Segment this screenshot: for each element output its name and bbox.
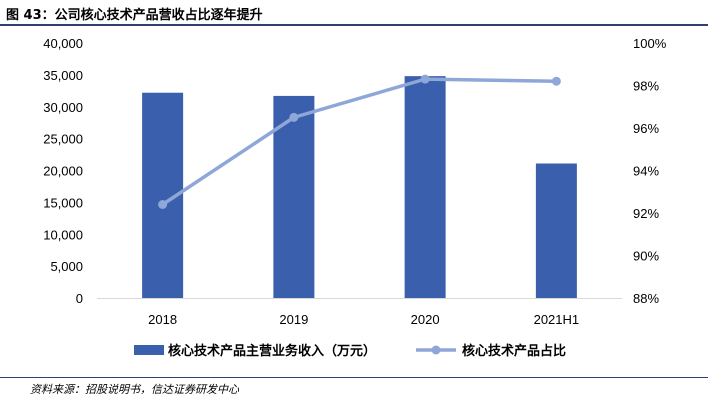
share-point-2020 — [420, 74, 430, 84]
bar-series — [142, 76, 577, 299]
share-point-2019 — [289, 112, 299, 122]
right-tick-label: 88% — [633, 291, 659, 306]
bar-2020 — [404, 76, 446, 299]
x-tick-label: 2020 — [411, 312, 440, 327]
legend-line-label: 核心技术产品占比 — [462, 343, 566, 359]
legend-line-marker — [431, 345, 441, 355]
left-tick-label: 40,000 — [43, 36, 83, 51]
bar-2021H1 — [535, 163, 577, 298]
chart-title: 图 43：公司核心技术产品营收占比逐年提升 — [6, 8, 263, 23]
legend-bar-label: 核心技术产品主营业务收入（万元） — [168, 343, 376, 359]
share-point-2018 — [158, 200, 168, 209]
x-tick-label: 2021H1 — [534, 312, 580, 327]
right-tick-label: 100% — [633, 36, 667, 51]
source-note: 资料来源：招股说明书，信达证券研发中心 — [30, 383, 239, 396]
left-axis-ticks: 0 5,000 10,000 15,000 20,000 25,000 30,000 35,0… — [43, 36, 83, 306]
left-tick-label: 30,000 — [43, 100, 83, 115]
left-tick-label: 35,000 — [43, 68, 83, 83]
top-rule — [0, 24, 708, 26]
right-tick-label: 96% — [633, 121, 659, 136]
line-series — [158, 74, 561, 209]
chart-canvas: 0 5,000 10,000 15,000 20,000 25,000 30,000 35,0… — [43, 36, 667, 359]
left-tick-label: 10,000 — [43, 227, 83, 242]
legend: 核心技术产品主营业务收入（万元） 核心技术产品占比 — [134, 343, 566, 359]
bottom-rule — [0, 377, 708, 378]
right-tick-label: 98% — [633, 79, 659, 94]
right-tick-label: 94% — [633, 164, 659, 179]
left-tick-label: 5,000 — [50, 259, 83, 274]
x-tick-label: 2018 — [148, 312, 177, 327]
x-tick-label: 2019 — [279, 312, 308, 327]
share-line — [161, 77, 557, 206]
right-tick-label: 92% — [633, 206, 659, 221]
left-tick-label: 15,000 — [43, 195, 83, 210]
right-tick-label: 90% — [633, 249, 659, 264]
legend-bar-swatch — [134, 345, 164, 355]
share-point-2021H1 — [551, 76, 561, 86]
left-tick-label: 0 — [76, 291, 83, 306]
bar-2019 — [273, 95, 315, 298]
left-tick-label: 25,000 — [43, 132, 83, 147]
x-axis-ticks: 2018 2019 2020 2021H1 — [148, 312, 579, 327]
left-tick-label: 20,000 — [43, 164, 83, 179]
right-axis-ticks: 88% 90% 92% 94% 96% 98% 100% — [633, 36, 667, 306]
